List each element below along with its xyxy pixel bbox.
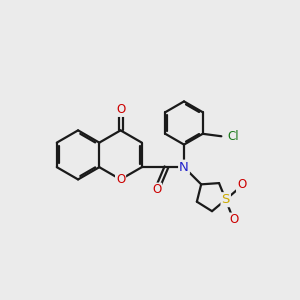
Text: O: O (152, 184, 161, 196)
Text: Cl: Cl (227, 130, 239, 143)
Text: O: O (237, 178, 246, 191)
Text: O: O (116, 103, 125, 116)
Text: N: N (179, 161, 189, 174)
Text: O: O (229, 214, 239, 226)
Text: O: O (116, 173, 125, 186)
Text: S: S (221, 193, 230, 206)
